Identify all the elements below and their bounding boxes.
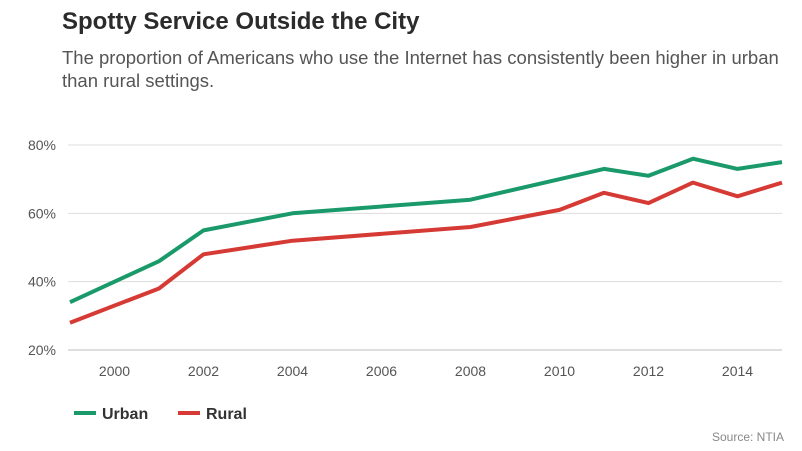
x-tick-label: 2002 [188,363,219,379]
x-tick-label: 2006 [366,363,397,379]
x-tick-label: 2004 [277,363,308,379]
y-tick-label: 60% [28,205,56,221]
y-tick-label: 40% [28,274,56,290]
y-tick-label: 80% [28,137,56,153]
x-tick-label: 2008 [455,363,486,379]
x-tick-label: 2000 [99,363,130,379]
x-tick-label: 2014 [722,363,753,379]
legend-label-urban: Urban [102,406,148,423]
y-tick-label: 20% [28,342,56,358]
source-note: Source: NTIA [711,430,784,444]
chart-subtitle: The proportion of Americans who use the … [62,47,779,91]
x-axis-ticks: 2000 2002 2004 2006 2008 2010 2012 2014 [99,363,753,379]
x-tick-label: 2012 [633,363,664,379]
series-line-urban [69,156,783,305]
gridlines [68,144,782,351]
legend: Urban Rural [74,406,247,423]
series-lines [69,156,783,325]
legend-label-rural: Rural [206,406,247,423]
x-tick-label: 2010 [544,363,575,379]
series-line-rural [69,180,783,325]
chart-title: Spotty Service Outside the City [62,8,420,35]
y-axis-ticks: 20% 40% 60% 80% [28,137,56,358]
